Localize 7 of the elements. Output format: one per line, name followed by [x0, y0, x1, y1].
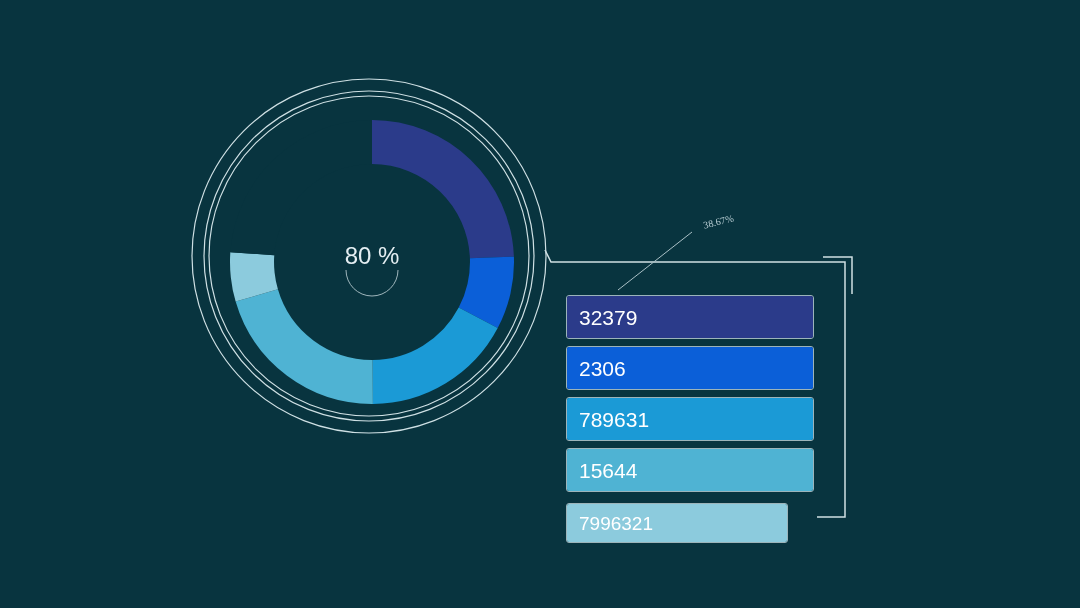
legend-label: 15644 [579, 449, 813, 491]
legend-label: 7996321 [579, 504, 787, 542]
legend-label: 2306 [579, 347, 813, 389]
legend-label: 789631 [579, 398, 813, 440]
text: 38.67% [702, 212, 735, 231]
text: 80 % [343, 242, 401, 270]
legend-label: 32379 [579, 296, 813, 338]
